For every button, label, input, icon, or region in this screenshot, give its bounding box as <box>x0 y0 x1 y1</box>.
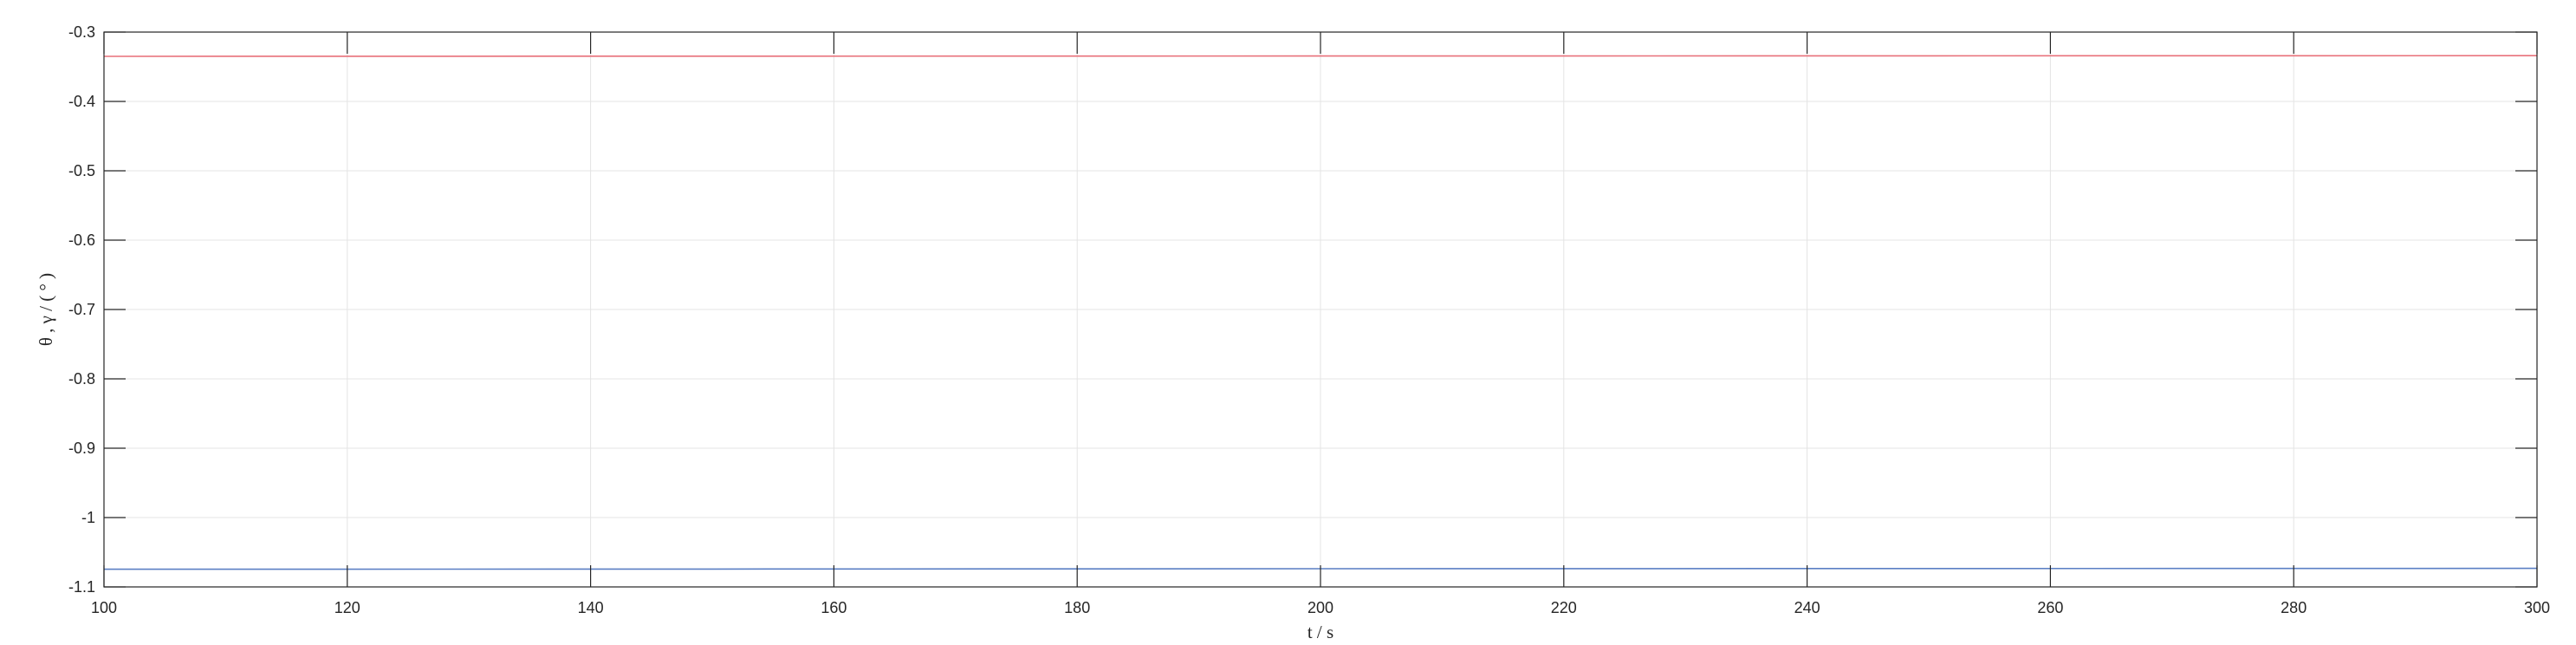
x-tick-label: 180 <box>1064 599 1090 616</box>
x-tick-label: 260 <box>2037 599 2063 616</box>
x-tick-label: 100 <box>91 599 117 616</box>
y-tick-label: -0.7 <box>68 301 95 318</box>
y-tick-label: -0.5 <box>68 162 95 179</box>
y-tick-label: -0.8 <box>68 370 95 388</box>
y-tick-label: -0.9 <box>68 440 95 457</box>
x-tick-label: 220 <box>1551 599 1577 616</box>
x-tick-label: 140 <box>578 599 604 616</box>
y-tick-label: -0.6 <box>68 231 95 249</box>
y-tick-label: -0.3 <box>68 23 95 41</box>
y-axis-label: θ , γ / ( ° ) <box>36 273 56 346</box>
y-tick-label: -1.1 <box>68 578 95 596</box>
x-tick-label: 200 <box>1307 599 1333 616</box>
x-tick-label: 160 <box>821 599 847 616</box>
x-tick-label: 280 <box>2281 599 2307 616</box>
x-axis-label: t / s <box>1307 622 1333 642</box>
y-tick-label: -1 <box>81 509 95 526</box>
ticks <box>103 31 2538 588</box>
x-tick-label: 120 <box>334 599 360 616</box>
y-tick-labels: -0.3 -0.4 -0.5 -0.6 -0.7 -0.8 -0.9 -1 -1.1 <box>68 23 95 596</box>
x-tick-label: 300 <box>2524 599 2550 616</box>
series-line-1 <box>103 55 2538 57</box>
x-tick-labels: 100 120 140 160 180 200 220 240 260 280 300 <box>91 599 2550 616</box>
x-tick-label: 240 <box>1794 599 1820 616</box>
y-tick-label: -0.4 <box>68 93 95 110</box>
